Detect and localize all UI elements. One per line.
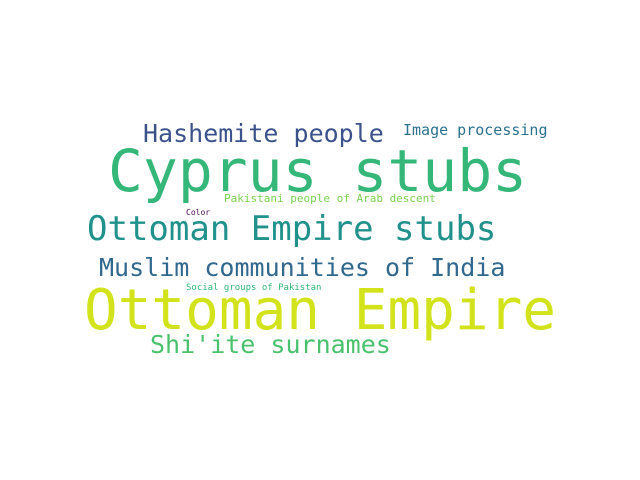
word-hashemite-people: Hashemite people xyxy=(143,119,384,148)
word-cyprus-stubs: Cyprus stubs xyxy=(108,137,528,205)
word-ottoman-empire: Ottoman Empire xyxy=(84,278,557,343)
word-ottoman-empire-stubs: Ottoman Empire stubs xyxy=(87,209,497,249)
word-image-processing: Image processing xyxy=(403,121,548,139)
word-color: Color xyxy=(186,208,211,217)
word-shiite-surnames: Shi'ite surnames xyxy=(150,330,391,359)
word-social-groups: Social groups of Pakistan xyxy=(186,283,322,293)
word-pakistani-arab-descent: Pakistani people of Arab descent xyxy=(224,192,436,205)
word-muslim-communities: Muslim communities of India xyxy=(99,253,506,282)
